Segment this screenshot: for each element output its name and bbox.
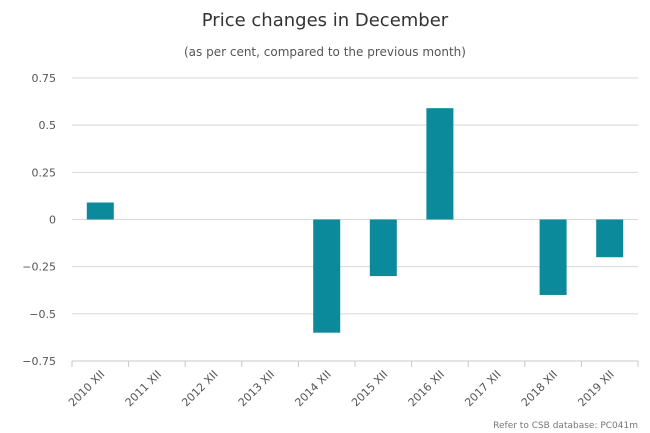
x-axis-ticks: 2010 XII 2011 XII 2012 XII 2013 XII 2014 XII… (66, 361, 639, 409)
chart-title: Price changes in December (202, 10, 449, 31)
x-tick-label: 2018 XII (519, 368, 560, 409)
x-tick-label: 2014 XII (292, 368, 333, 409)
y-tick-label: 0.5 (39, 119, 57, 132)
x-tick-label: 2016 XII (406, 368, 447, 409)
y-tick-label: −0.5 (29, 308, 56, 321)
bar-2019-xii[interactable] (596, 219, 624, 258)
source-credit[interactable]: Refer to CSB database: PC041m (493, 421, 638, 431)
x-tick-label: 2011 XII (123, 368, 164, 409)
gridlines (72, 77, 638, 362)
bar-2010-xii[interactable] (86, 202, 114, 220)
chart-subtitle: (as per cent, compared to the previous m… (184, 45, 466, 59)
y-tick-label: 0 (49, 214, 56, 227)
x-tick-label: 2013 XII (236, 368, 277, 409)
x-tick-label: 2012 XII (179, 368, 220, 409)
y-tick-label: 0.75 (32, 72, 57, 85)
y-tick-label: 0.25 (32, 166, 57, 179)
x-tick-label: 2015 XII (349, 368, 390, 409)
y-tick-label: −0.75 (22, 355, 56, 368)
x-tick-label: 2019 XII (575, 368, 616, 409)
bar-2015-xii[interactable] (369, 219, 397, 277)
y-axis-ticks: 0.75 0.5 0.25 0 −0.25 −0.5 −0.75 (22, 72, 56, 368)
bars (86, 108, 624, 333)
bar-2018-xii[interactable] (539, 219, 567, 295)
y-tick-label: −0.25 (22, 261, 56, 274)
bar-2014-xii[interactable] (313, 219, 341, 333)
x-tick-label: 2017 XII (462, 368, 503, 409)
x-tick-label: 2010 XII (66, 368, 107, 409)
bar-2016-xii[interactable] (426, 108, 454, 220)
